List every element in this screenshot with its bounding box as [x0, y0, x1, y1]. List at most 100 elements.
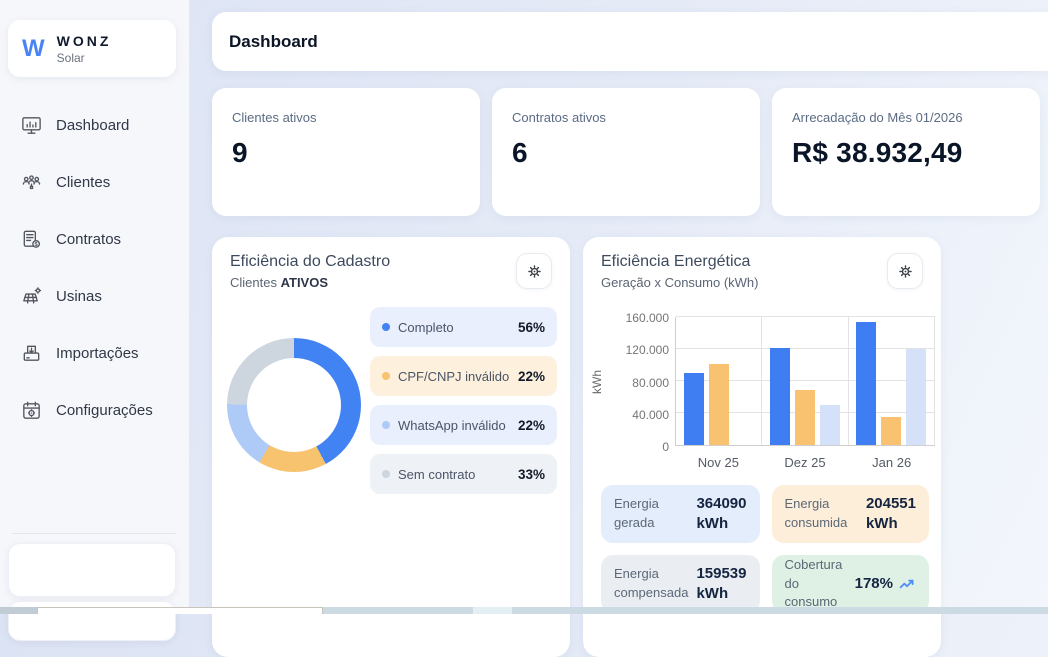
sidebar-item-importacoes[interactable]: Importações — [0, 336, 189, 370]
bar-group-dez-25 — [762, 317, 849, 445]
legend-item-4[interactable]: Sem contrato 33% — [370, 454, 557, 494]
x-axis-labels: Nov 25 Dez 25 Jan 26 — [675, 455, 935, 470]
contratos-ativos-card: Contratos ativos 6 — [492, 88, 760, 216]
bar-energia-consumida — [881, 417, 902, 445]
stats-row: Clientes ativos 9 Contratos ativos 6 Arrecad… — [212, 88, 1040, 216]
legend-dot-icon — [382, 470, 390, 478]
bar-group-nov-25 — [676, 317, 763, 445]
chip-value: 178% — [855, 574, 916, 594]
y-tick-label: 160.000 — [625, 311, 669, 325]
energy-efficiency-card: Eficiência Energética Geração x Consumo … — [583, 237, 941, 657]
x-tick-label: Dez 25 — [784, 455, 826, 470]
configuracoes-icon — [23, 401, 40, 419]
sidebar-item-label: Dashboard — [56, 116, 130, 134]
sidebar-item-usinas[interactable]: Usinas — [0, 279, 189, 313]
energy-settings-button[interactable] — [887, 253, 923, 289]
bottom-bar-window — [37, 607, 323, 614]
chip-value: 159539 kWh — [696, 564, 747, 602]
energia-compensada-chip: Energia compensada 159539 kWh — [601, 555, 760, 613]
importacoes-icon — [23, 345, 40, 361]
bar-energia-compensada — [906, 349, 927, 445]
sidebar-item-contratos[interactable]: $ Contratos — [0, 222, 189, 256]
energy-bar-chart: kWh Nov 25 Dez 25 Jan 26 0 40.000 80.000 120.… — [583, 299, 941, 475]
page-title: Dashboard — [229, 31, 318, 51]
cadastro-card-title: Eficiência do Cadastro — [230, 253, 391, 270]
legend-percentage: 22% — [517, 417, 545, 433]
y-tick-label: 40.000 — [632, 407, 669, 422]
sidebar-bottom-card[interactable] — [8, 543, 176, 597]
brand-logo-card[interactable]: W WONZ Solar — [8, 20, 176, 77]
cadastro-settings-button[interactable] — [516, 253, 552, 289]
sidebar-item-label: Usinas — [56, 287, 102, 305]
sidebar-item-configuracoes[interactable]: Configurações — [0, 393, 189, 427]
energia-gerada-chip: Energia gerada 364090 kWh — [601, 485, 760, 543]
cadastro-donut-chart — [227, 338, 361, 472]
legend-item-3[interactable]: WhatsApp inválido 22% — [370, 405, 557, 445]
svg-text:$: $ — [34, 241, 38, 247]
gridline — [676, 380, 935, 381]
bar-energia-gerada — [856, 322, 877, 445]
stat-value: 9 — [232, 137, 248, 168]
sidebar-item-dashboard[interactable]: Dashboard — [0, 108, 189, 142]
gear-icon — [527, 264, 541, 278]
stat-label: Arrecadação do Mês 01/2026 — [792, 110, 963, 125]
cadastro-card-subtitle: Clientes ATIVOS — [230, 275, 329, 290]
trend-up-icon — [899, 579, 914, 589]
legend-dot-icon — [382, 372, 390, 380]
clientes-icon — [22, 174, 41, 189]
sidebar-nav: Dashboard Clientes $ Contratos Usinas Importa… — [0, 108, 189, 450]
y-tick-label: 0 — [662, 440, 669, 454]
energy-card-title: Eficiência Energética — [601, 253, 751, 270]
donut-hole — [247, 358, 341, 452]
brand-name: WONZ — [56, 32, 112, 49]
gridline — [676, 316, 935, 317]
stat-value: 6 — [512, 137, 528, 168]
bottom-edge-bar — [0, 607, 1048, 614]
energy-card-subtitle: Geração x Consumo (kWh) — [601, 275, 759, 290]
bar-energia-gerada — [769, 348, 790, 445]
stat-label: Clientes ativos — [232, 110, 317, 125]
sidebar-item-label: Importações — [56, 344, 139, 362]
sidebar-item-label: Clientes — [56, 173, 111, 191]
chip-value: 364090 kWh — [696, 494, 747, 532]
sidebar-item-label: Configurações — [56, 401, 153, 419]
dashboard-icon — [22, 116, 41, 134]
legend-dot-icon — [382, 421, 390, 429]
bottom-bar-segment — [0, 607, 37, 614]
legend-item-1[interactable]: Completo 56% — [370, 307, 557, 347]
chip-value: 204551 kWh — [865, 494, 916, 532]
energy-summary-chips: Energia gerada 364090 kWh Energia consumid… — [601, 485, 929, 613]
energia-consumida-chip: Energia consumida 204551 kWh — [771, 485, 929, 543]
bar-energia-consumida — [708, 363, 729, 445]
legend-label: CPF/CNPJ inválido — [398, 368, 510, 384]
contratos-icon: $ — [23, 230, 41, 248]
legend-label: WhatsApp inválido — [398, 417, 506, 433]
legend-percentage: 22% — [517, 368, 545, 384]
legend-label: Completo — [398, 319, 454, 335]
sidebar: W WONZ Solar Dashboard Clientes $ Contratos… — [0, 0, 190, 641]
x-tick-label: Jan 26 — [872, 455, 912, 470]
gear-icon — [898, 264, 912, 278]
chip-label: Energia gerada — [614, 496, 659, 530]
chip-label: Energia compensada — [614, 566, 689, 600]
y-tick-label: 80.000 — [632, 375, 669, 390]
sidebar-item-clientes[interactable]: Clientes — [0, 165, 189, 199]
stat-value: R$ 38.932,49 — [792, 137, 963, 168]
bar-energia-consumida — [794, 390, 815, 445]
chip-label: Energia consumida — [784, 496, 848, 530]
legend-percentage: 56% — [517, 319, 545, 335]
brand-subtitle: Solar — [56, 50, 85, 65]
bar-chart-plot — [675, 316, 935, 446]
y-tick-label: 120.000 — [625, 343, 669, 358]
x-tick-label: Nov 25 — [697, 455, 739, 470]
clientes-ativos-card: Clientes ativos 9 — [212, 88, 480, 216]
bar-energia-gerada — [683, 373, 704, 445]
cadastro-efficiency-card: Eficiência do Cadastro Clientes ATIVOS C… — [212, 237, 570, 657]
bottom-bar-segment-light — [473, 607, 512, 614]
legend-percentage: 33% — [517, 466, 545, 482]
brand-logo-icon: W — [22, 34, 45, 62]
legend-item-2[interactable]: CPF/CNPJ inválido 22% — [370, 356, 557, 396]
gridline — [676, 348, 935, 349]
y-axis-label: kWh — [590, 370, 604, 394]
usinas-icon — [23, 286, 42, 304]
